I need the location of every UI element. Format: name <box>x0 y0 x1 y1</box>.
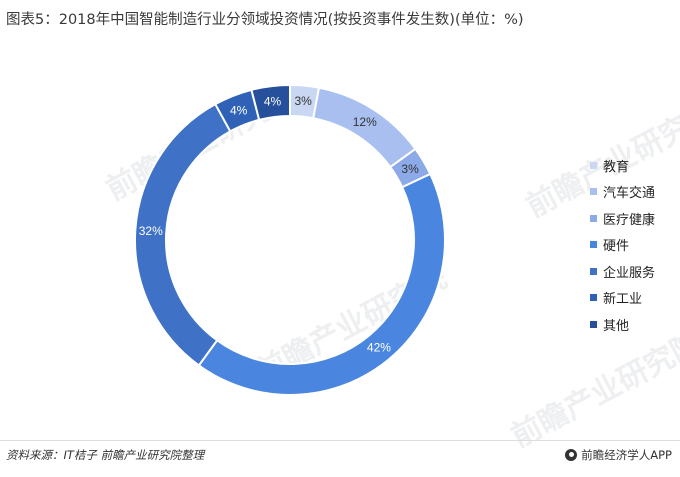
legend-item-4: 硬件 <box>590 232 655 259</box>
legend-swatch <box>590 294 597 302</box>
legend-item-7: 其他 <box>590 311 655 338</box>
brand-label: 前瞻经济学人APP <box>565 447 672 463</box>
legend-label: 硬件 <box>603 239 630 255</box>
source-note: 资料来源：IT桔子 前瞻产业研究院整理 <box>6 448 205 462</box>
donut-chart: 3% 12% 3% 42% 32% 4% 4% <box>134 83 446 396</box>
data-label-6: 4% <box>230 103 248 117</box>
data-label-2: 12% <box>353 115 377 129</box>
legend-item-3: 医疗健康 <box>590 205 655 232</box>
data-label-4: 42% <box>367 340 391 354</box>
legend-swatch <box>590 188 597 196</box>
legend-label: 汽车交通 <box>603 186 656 202</box>
data-label-3: 3% <box>401 162 419 176</box>
chart-title: 图表5：2018年中国智能制造行业分领域投资情况(按投资事件发生数)(单位：%) <box>6 12 524 28</box>
footer-divider <box>0 440 680 441</box>
legend-item-1: 教育 <box>590 152 655 179</box>
brand-name: 前瞻经济学人APP <box>581 448 672 462</box>
legend-label: 教育 <box>603 159 630 175</box>
chart-legend: 教育汽车交通医疗健康硬件企业服务新工业其他 <box>590 152 655 338</box>
data-label-5: 32% <box>139 224 163 238</box>
brand-logo-icon <box>565 449 578 461</box>
legend-swatch <box>590 214 597 222</box>
legend-label: 医疗健康 <box>603 212 656 228</box>
legend-swatch <box>590 161 597 169</box>
legend-label: 其他 <box>603 318 630 334</box>
legend-label: 企业服务 <box>603 265 656 281</box>
data-label-1: 3% <box>294 94 312 108</box>
legend-swatch <box>590 320 597 328</box>
donut-slice-4 <box>197 172 446 396</box>
legend-swatch <box>590 241 597 249</box>
legend-swatch <box>590 267 597 275</box>
legend-label: 新工业 <box>603 292 643 308</box>
data-label-7: 4% <box>264 95 282 109</box>
legend-item-2: 汽车交通 <box>590 179 655 206</box>
legend-item-5: 企业服务 <box>590 258 655 285</box>
donut-slice-7 <box>250 83 291 122</box>
legend-item-6: 新工业 <box>590 285 655 312</box>
